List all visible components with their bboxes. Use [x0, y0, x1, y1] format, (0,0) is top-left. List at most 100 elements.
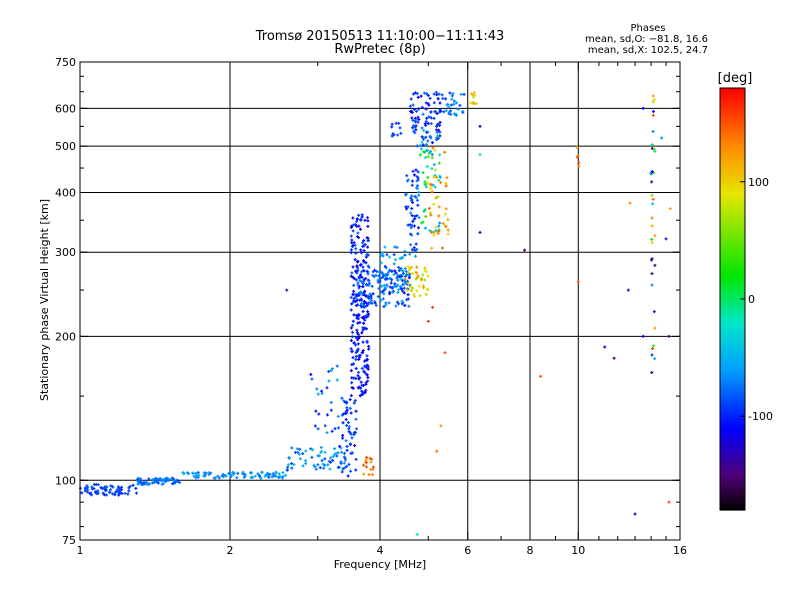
data-point — [342, 399, 346, 403]
data-point — [296, 450, 300, 454]
data-point — [365, 354, 369, 358]
data-point — [384, 303, 388, 307]
data-point — [408, 266, 412, 270]
data-point — [354, 367, 358, 371]
data-point — [446, 218, 450, 222]
colorbar-band — [720, 484, 745, 488]
data-point — [401, 289, 405, 293]
data-point — [366, 216, 370, 220]
colorbar-band — [720, 507, 745, 511]
data-point — [353, 431, 357, 435]
data-point — [360, 389, 364, 393]
data-point — [357, 314, 361, 318]
data-point — [351, 216, 355, 220]
data-point — [390, 269, 394, 273]
data-point — [353, 399, 357, 403]
data-point — [365, 358, 369, 362]
data-point — [157, 478, 161, 482]
data-point — [369, 460, 373, 464]
data-point — [410, 179, 414, 183]
data-point — [653, 149, 657, 153]
chart-subtitle: RwPretec (8p) — [334, 42, 425, 57]
data-point — [432, 202, 436, 206]
data-point — [422, 91, 426, 95]
data-point — [422, 129, 426, 133]
data-point — [438, 101, 442, 105]
colorbar-band — [720, 334, 745, 338]
data-point — [323, 463, 327, 467]
data-point — [329, 400, 333, 404]
data-point — [403, 267, 407, 271]
colorbar-band — [720, 118, 745, 122]
x-tick-label: 8 — [527, 544, 534, 557]
data-point — [316, 463, 320, 467]
x-tick-label: 1 — [77, 544, 84, 557]
data-point — [415, 179, 419, 183]
data-point — [251, 475, 255, 479]
colorbar-band — [720, 256, 745, 260]
data-point — [426, 287, 430, 291]
colorbar-band — [720, 125, 745, 129]
colorbar-band — [720, 137, 745, 141]
data-point — [449, 112, 453, 116]
data-point — [357, 213, 361, 217]
data-point — [185, 471, 189, 475]
colorbar-band — [720, 376, 745, 380]
x-tick-label: 2 — [227, 544, 234, 557]
data-point — [366, 253, 370, 257]
colorbar-band — [720, 231, 745, 234]
data-point — [373, 301, 377, 305]
data-point — [359, 270, 363, 274]
data-point — [417, 117, 421, 121]
data-point — [414, 195, 418, 199]
data-point — [352, 401, 356, 405]
y-tick-label: 300 — [55, 246, 76, 259]
colorbar-band — [720, 275, 745, 279]
data-point — [409, 226, 413, 230]
colorbar-band — [720, 212, 745, 216]
colorbar-band — [720, 343, 745, 347]
data-point — [353, 223, 357, 227]
data-point — [416, 120, 420, 124]
data-point — [417, 216, 421, 220]
data-point — [443, 150, 447, 154]
data-point — [406, 265, 410, 269]
data-point — [416, 115, 420, 119]
data-point — [381, 254, 385, 258]
data-point — [351, 229, 355, 233]
data-point — [358, 376, 362, 380]
data-point — [249, 471, 253, 475]
data-point — [651, 197, 655, 201]
colorbar-band — [720, 188, 745, 192]
colorbar-band — [720, 144, 745, 148]
data-point — [352, 277, 356, 281]
data-point — [653, 357, 657, 361]
data-point — [424, 215, 428, 219]
data-point — [651, 202, 655, 206]
data-point — [407, 276, 411, 280]
data-point — [441, 246, 445, 250]
data-point — [358, 279, 362, 283]
data-point — [355, 328, 359, 332]
data-point — [235, 476, 239, 480]
data-point — [298, 447, 302, 451]
data-point — [650, 353, 654, 357]
data-point — [418, 153, 422, 157]
data-point — [355, 271, 359, 275]
data-point — [320, 459, 324, 463]
colorbar-band — [720, 291, 745, 295]
data-point — [430, 141, 434, 145]
data-point — [409, 97, 413, 101]
data-point — [354, 417, 358, 421]
colorbar-band — [720, 252, 745, 256]
data-point — [229, 474, 233, 478]
colorbar-band — [720, 228, 745, 232]
data-point — [396, 278, 400, 282]
data-point — [325, 431, 329, 435]
data-point — [310, 455, 314, 459]
data-point — [364, 388, 368, 392]
data-point — [430, 167, 434, 171]
data-point — [256, 472, 260, 476]
data-point — [388, 268, 392, 272]
data-point — [438, 221, 442, 225]
